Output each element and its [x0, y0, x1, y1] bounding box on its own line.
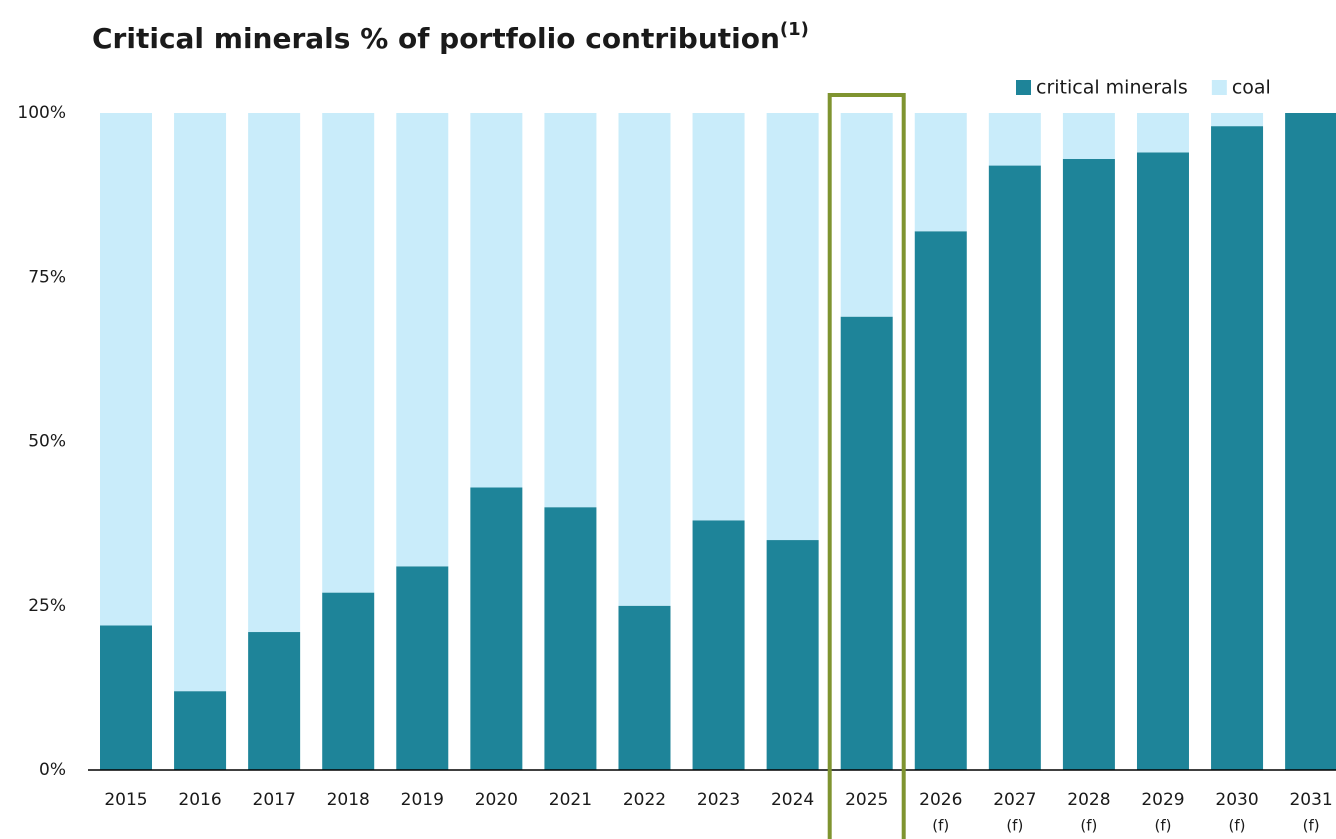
bar-segment [1062, 113, 1115, 159]
x-tick-note: (f) [932, 817, 949, 835]
x-tick-label: 2030 [1215, 790, 1258, 810]
bar-segment [692, 113, 745, 521]
x-tick-label: 2022 [623, 790, 666, 810]
bar-segment [322, 592, 375, 770]
chart-title: Critical minerals % of portfolio contrib… [92, 19, 809, 55]
bar-segment [988, 165, 1041, 770]
bar-segment [766, 113, 819, 541]
bar-segment [1136, 113, 1189, 153]
x-tick-label: 2026 [919, 790, 962, 810]
x-tick-label: 2020 [475, 790, 518, 810]
bar-segment [1211, 126, 1264, 770]
bar-segment [914, 113, 967, 232]
legend-label: coal [1232, 77, 1271, 99]
bar-segment [322, 113, 375, 593]
bar-segment [248, 632, 301, 770]
x-tick-label: 2016 [178, 790, 221, 810]
bar-segment [914, 231, 967, 770]
x-tick-note: (f) [1080, 817, 1097, 835]
bar-segment [470, 487, 523, 770]
bar-segment [174, 113, 227, 692]
bar-segment [618, 605, 671, 770]
x-tick-label: 2023 [697, 790, 740, 810]
bar-segment [766, 540, 819, 770]
y-tick-label: 100% [17, 103, 66, 123]
x-tick-label: 2029 [1141, 790, 1184, 810]
bar-segment [840, 113, 893, 317]
y-tick-label: 25% [28, 596, 66, 616]
x-tick-note: (f) [1154, 817, 1171, 835]
bar-segment [1062, 158, 1115, 771]
x-tick-note: (f) [1006, 817, 1023, 835]
x-tick-label: 2015 [104, 790, 147, 810]
bar-segment [544, 507, 597, 770]
bar-segment [174, 691, 227, 770]
bar-segment [840, 316, 893, 770]
y-tick-label: 75% [28, 267, 66, 287]
bar-segment [248, 113, 301, 633]
bar-segment [988, 113, 1041, 166]
bar-segment [1285, 113, 1336, 770]
bar-segment [100, 113, 152, 626]
y-tick-label: 0% [39, 760, 66, 780]
bar-segment [1211, 113, 1264, 127]
x-tick-label: 2021 [549, 790, 592, 810]
x-tick-label: 2019 [401, 790, 444, 810]
bar-segment [544, 113, 597, 508]
title-superscript: (1) [780, 19, 809, 40]
bar-segment [1136, 152, 1189, 771]
legend-swatch [1016, 80, 1031, 95]
x-tick-label: 2028 [1067, 790, 1110, 810]
x-tick-label: 2024 [771, 790, 814, 810]
x-tick-note: (f) [1229, 817, 1246, 835]
x-tick-label: 2017 [253, 790, 296, 810]
highlight-box [827, 93, 906, 839]
bar-segment [396, 113, 449, 567]
title-text: Critical minerals % of portfolio contrib… [92, 22, 780, 55]
bar-segment [396, 566, 449, 770]
bar-segment [692, 520, 745, 770]
legend-label: critical minerals [1036, 77, 1188, 99]
legend-swatch [1211, 80, 1227, 95]
x-tick-label: 2018 [327, 790, 370, 810]
x-tick-label: 2027 [993, 790, 1036, 810]
x-tick-note: (f) [1303, 817, 1320, 835]
bar-segment [618, 113, 671, 606]
bar-segment [470, 113, 523, 488]
y-tick-label: 50% [28, 432, 66, 452]
bar-segment [100, 625, 152, 770]
x-tick-label: 2031 [1289, 790, 1332, 810]
x-tick-label: 2025 [845, 790, 888, 810]
